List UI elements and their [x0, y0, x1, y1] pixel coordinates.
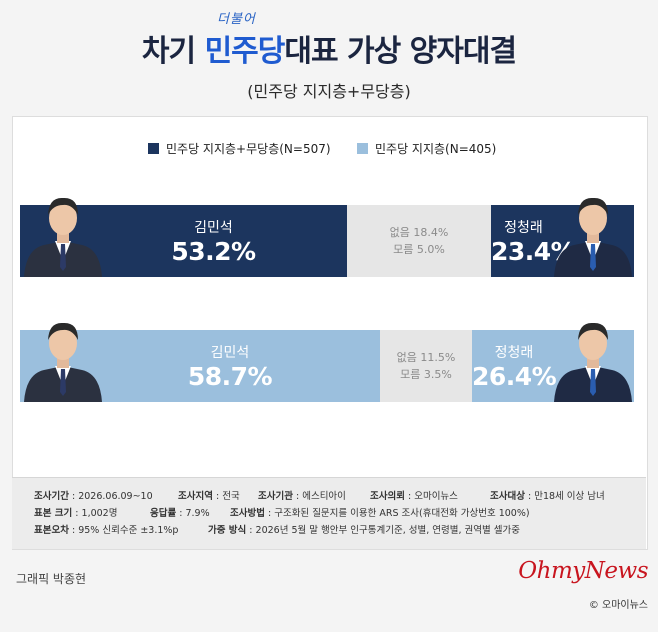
- note-method: 조사방법 : 구조화된 질문지를 이용한 ARS 조사(휴대전화 가상번호 10…: [230, 508, 530, 519]
- note-agency: 조사기관 : 에스티아이: [258, 491, 346, 502]
- chart-subtitle: (민주당 지지층+무당층): [247, 82, 411, 101]
- ohmynews-logo: OhmyNews: [518, 558, 648, 584]
- portrait-jeong: [552, 191, 634, 277]
- brand-script-text: 더불어: [217, 12, 256, 27]
- person-portrait-icon: [554, 197, 632, 277]
- unknown-label: 모름 5.0%: [393, 243, 445, 256]
- candidate-name-label: 정청래: [494, 345, 534, 361]
- note-weight: 가중 방식 : 2026년 5월 말 행안부 인구통계기준, 성별, 연령별, …: [208, 525, 520, 536]
- graphic-credit: 그래픽 박종현: [16, 572, 87, 586]
- portrait-kim: [22, 316, 104, 402]
- note-target: 조사대상 : 만18세 이상 남녀: [490, 491, 605, 502]
- bar-segment-none-unknown: 없음 11.5% 모름 3.5%: [380, 330, 472, 402]
- note-error: 표본오차 : 95% 신뢰수준 ±3.1%p: [34, 525, 179, 536]
- note-sample: 표본 크기 : 1,002명: [34, 508, 118, 519]
- bar-segment-none-unknown: 없음 18.4% 모름 5.0%: [347, 205, 491, 277]
- title-prefix: 차기: [141, 34, 205, 69]
- note-period: 조사기간 : 2026.06.09~10: [34, 491, 153, 502]
- legend-item-2: 민주당 지지층(N=405): [357, 140, 496, 157]
- candidate-name-label: 김민석: [194, 220, 233, 236]
- survey-notes: 조사기간 : 2026.06.09~10 조사지역 : 전국 조사기관 : 에스…: [12, 477, 646, 549]
- person-portrait-icon: [554, 322, 632, 402]
- stacked-bar-row: 김민석 58.7% 없음 11.5% 모름 3.5% 정청래 26.4%: [20, 322, 634, 402]
- portrait-jeong: [552, 316, 634, 402]
- legend-swatch-navy: [148, 143, 159, 154]
- stacked-bar-row: 김민석 53.2% 없음 18.4% 모름 5.0% 정청래 23.4%: [20, 197, 634, 277]
- legend-label-1: 민주당 지지층+무당층(N=507): [166, 142, 331, 156]
- chart-title: 차기 민주당대표 가상 양자대결: [0, 26, 658, 70]
- candidate-value-label: 26.4%: [472, 362, 557, 391]
- legend-item-1: 민주당 지지층+무당층(N=507): [148, 140, 331, 157]
- person-portrait-icon: [24, 197, 102, 277]
- note-response: 응답률 : 7.9%: [150, 508, 210, 519]
- legend-swatch-lightblue: [357, 143, 368, 154]
- title-suffix: 대표 가상 양자대결: [284, 34, 517, 69]
- candidate-name-label: 정청래: [504, 220, 543, 236]
- none-label: 없음 11.5%: [396, 351, 456, 364]
- title-accent: 민주당: [204, 34, 286, 69]
- candidate-name-label: 김민석: [210, 345, 250, 361]
- note-region: 조사지역 : 전국: [178, 491, 240, 502]
- copyright-text: © 오마이뉴스: [588, 600, 648, 611]
- legend-label-2: 민주당 지지층(N=405): [375, 142, 497, 156]
- candidate-value-label: 53.2%: [171, 237, 256, 266]
- portrait-kim: [22, 191, 104, 277]
- note-client: 조사의뢰 : 오마이뉴스: [370, 491, 458, 502]
- none-label: 없음 18.4%: [389, 226, 449, 239]
- candidate-value-label: 58.7%: [187, 362, 273, 391]
- person-portrait-icon: [24, 322, 102, 402]
- unknown-label: 모름 3.5%: [400, 368, 452, 381]
